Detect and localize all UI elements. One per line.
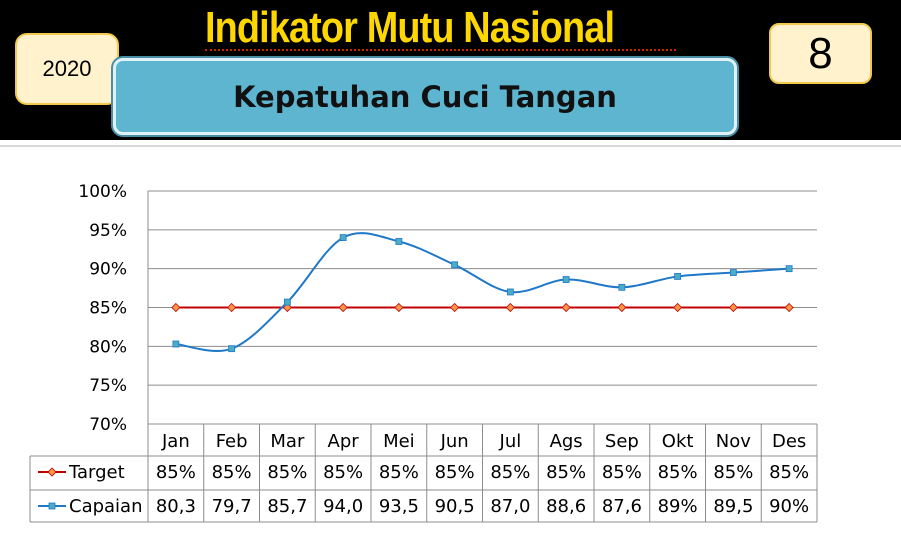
line-chart: 70% 75% 80% 85% 90% 95% 100% Jan Feb Mar Apr Mei Ju… <box>29 182 818 523</box>
target-point <box>784 302 794 313</box>
table-value-cell: 90,5 <box>435 496 475 517</box>
capaian-point <box>283 298 291 306</box>
target-point <box>394 302 404 313</box>
target-point <box>673 302 683 313</box>
table-value-cell: 88,6 <box>546 496 586 517</box>
x-tick-label: Sep <box>605 431 639 452</box>
legend-key-marker <box>48 502 56 510</box>
target-point <box>561 302 571 313</box>
y-tick-labels: 70% 75% 80% 85% 90% 95% 100% <box>78 182 127 435</box>
y-tick-label: 80% <box>89 337 127 357</box>
y-tick-label: 70% <box>89 415 127 435</box>
table-value-cell: 85% <box>602 462 642 483</box>
x-tick-label: Jan <box>161 431 190 452</box>
table-value-cell: 85% <box>769 462 809 483</box>
table-value-cell: 85% <box>379 462 419 483</box>
x-tick-label: Jul <box>499 431 522 452</box>
x-tick-label: Okt <box>662 431 694 452</box>
table-value-cell: 85,7 <box>267 496 307 517</box>
table-value-cell: 80,3 <box>156 496 196 517</box>
chart-series <box>171 232 794 353</box>
target-point <box>617 302 627 313</box>
target-point <box>728 302 738 313</box>
target-point <box>450 302 460 313</box>
table-value-cell: 85% <box>435 462 475 483</box>
y-tick-label: 100% <box>78 182 127 202</box>
x-tick-label: Mar <box>270 431 305 452</box>
table-value-cell: 85% <box>658 462 698 483</box>
capaian-point <box>395 238 403 245</box>
capaian-point <box>562 276 570 283</box>
legend-label: Target <box>68 462 125 483</box>
legend-label: Capaian <box>69 496 143 517</box>
target-point <box>505 302 515 313</box>
y-tick-label: 75% <box>89 376 127 396</box>
capaian-point <box>785 265 793 273</box>
target-point <box>227 302 237 313</box>
table-value-cell: 85% <box>490 462 530 483</box>
x-tick-label: Mei <box>383 431 415 452</box>
y-tick-label: 95% <box>89 221 127 241</box>
table-value-cell: 90% <box>769 496 809 517</box>
target-point <box>282 302 292 313</box>
legend-key-marker <box>47 467 57 477</box>
table-value-cell: 85% <box>546 462 586 483</box>
x-tick-label: Jun <box>440 431 469 452</box>
capaian-point <box>451 261 459 269</box>
table-value-cell: 85% <box>323 462 363 483</box>
indicator-subtitle: Kepatuhan Cuci Tangan <box>113 58 737 135</box>
table-value-cell: 85% <box>267 462 307 483</box>
capaian-point <box>729 269 737 276</box>
header-divider <box>0 145 901 147</box>
target-point <box>171 302 181 313</box>
x-tick-label: Apr <box>328 431 360 452</box>
capaian-point <box>339 234 347 241</box>
y-tick-label: 85% <box>89 299 127 319</box>
x-tick-label: Des <box>772 431 806 452</box>
x-tick-label: Feb <box>216 431 248 452</box>
table-value-cell: 87,0 <box>490 496 530 517</box>
title-underline <box>205 48 676 51</box>
table-value-cell: 89% <box>658 496 698 517</box>
page-title: Indikator Mutu Nasional <box>205 3 615 52</box>
target-point <box>338 302 348 313</box>
table-value-cell: 85% <box>156 462 196 483</box>
table-value-cell: 94,0 <box>323 496 363 517</box>
chart-gridlines <box>148 190 817 386</box>
data-table: Jan Feb Mar Apr Mei Jun Jul Ags Sep Okt Nov Des Targ… <box>29 423 818 523</box>
table-value-cell: 85% <box>713 462 753 483</box>
capaian-point <box>172 340 180 348</box>
x-tick-label: Ags <box>550 431 583 452</box>
table-value-cell: 87,6 <box>602 496 642 517</box>
series-line-capaian <box>175 232 790 352</box>
table-value-cell: 89,5 <box>713 496 753 517</box>
y-tick-label: 90% <box>89 260 127 280</box>
table-value-cell: 93,5 <box>379 496 419 517</box>
capaian-point <box>618 283 626 291</box>
x-tick-label: Nov <box>716 431 751 452</box>
capaian-point <box>506 288 514 296</box>
capaian-point <box>674 273 682 280</box>
table-value-cell: 85% <box>212 462 252 483</box>
year-badge: 2020 <box>15 33 119 105</box>
table-value-cell: 79,7 <box>212 496 252 517</box>
capaian-point <box>228 345 236 353</box>
indicator-number-badge: 8 <box>769 23 872 84</box>
